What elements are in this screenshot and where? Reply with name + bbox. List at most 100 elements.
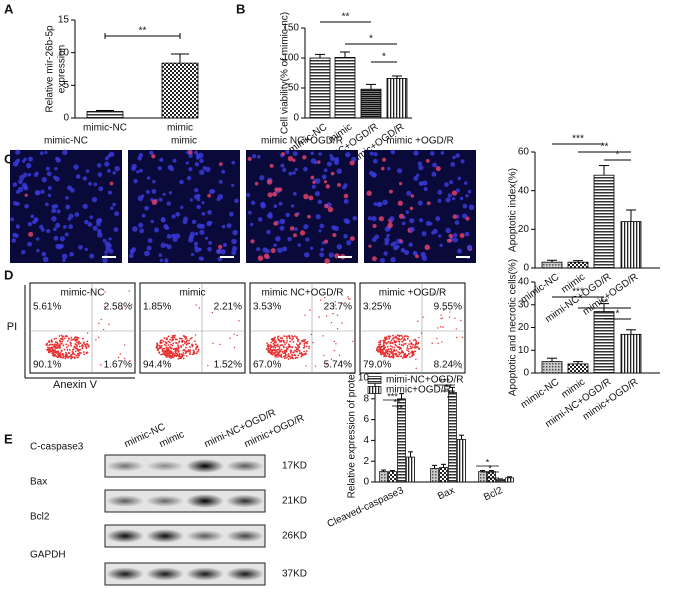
cell-nucleus: [47, 193, 52, 198]
event-dot: [402, 351, 404, 354]
event-dot: [395, 336, 398, 339]
event-dot: [406, 349, 408, 352]
cell-nucleus: [171, 214, 176, 219]
event-dot: [68, 355, 71, 358]
event-dot: [384, 355, 387, 358]
bar: [620, 333, 642, 374]
cell-nucleus: [27, 241, 32, 247]
event-dot: [400, 334, 403, 337]
event-dot: [330, 358, 333, 360]
significance-label: *: [616, 150, 620, 161]
cell-nucleus: [194, 150, 199, 155]
cell-nucleus: [287, 155, 294, 162]
bar: [478, 471, 487, 483]
event-dot: [176, 347, 179, 350]
quadrant-value: 23.7%: [324, 302, 352, 313]
event-dot: [161, 339, 163, 342]
cell-nucleus: [366, 190, 372, 196]
cell-nucleus: [305, 237, 310, 242]
event-dot: [432, 292, 434, 294]
event-dot: [392, 355, 395, 358]
event-dot: [192, 349, 195, 352]
event-dot: [285, 335, 288, 338]
cell-nucleus: [92, 225, 98, 231]
x-tick-label: Bcl2: [482, 485, 505, 503]
cell-nucleus: [199, 158, 204, 164]
event-dot: [184, 352, 187, 355]
event-dot: [173, 336, 176, 339]
bar: [86, 111, 124, 119]
micrograph-label: mimic-NC: [44, 136, 88, 147]
event-dot: [164, 350, 166, 353]
event-dot: [73, 338, 75, 340]
event-dot: [75, 344, 78, 347]
blot-band: [106, 529, 144, 543]
event-dot: [183, 340, 186, 343]
event-dot: [194, 334, 197, 336]
cell-nucleus: [27, 173, 32, 177]
event-dot: [318, 316, 320, 318]
cell-nucleus: [28, 156, 33, 162]
bar: [620, 221, 642, 269]
event-dot: [77, 349, 80, 352]
cell-nucleus: [317, 199, 322, 204]
event-dot: [439, 326, 442, 328]
y-tick-label: 30: [518, 299, 530, 310]
event-dot: [60, 350, 63, 352]
event-dot: [395, 349, 398, 352]
blot-band: [226, 460, 264, 472]
cell-nucleus: [319, 223, 325, 229]
cell-nucleus: [409, 218, 415, 224]
event-dot: [278, 354, 281, 357]
cell-nucleus: [188, 150, 193, 155]
y-tick-label: 20: [518, 224, 530, 235]
cell-nucleus: [179, 179, 184, 185]
event-dot: [163, 337, 166, 339]
cell-nucleus: [159, 157, 164, 163]
event-dot: [277, 348, 279, 351]
event-dot: [79, 348, 82, 351]
event-dot: [341, 322, 343, 324]
cell-nucleus: [468, 204, 475, 211]
cell-nucleus: [152, 179, 156, 184]
event-dot: [305, 345, 308, 348]
cell-nucleus: [247, 156, 252, 161]
event-dot: [170, 350, 173, 353]
event-dot: [56, 342, 59, 345]
cell-nucleus: [274, 187, 279, 192]
event-dot: [78, 351, 81, 354]
error-bar: [392, 75, 402, 79]
event-dot: [415, 346, 418, 348]
event-dot: [74, 343, 77, 345]
event-dot: [82, 337, 84, 340]
significance-label: ***: [572, 287, 584, 298]
event-dot: [177, 344, 179, 347]
bar: [379, 471, 388, 483]
cell-nucleus: [318, 229, 322, 233]
blot-band: [226, 529, 264, 543]
event-dot: [289, 357, 292, 360]
event-dot: [379, 343, 382, 346]
event-dot: [124, 357, 126, 360]
event-dot: [280, 339, 282, 342]
cell-nucleus: [387, 166, 391, 171]
event-dot: [68, 337, 71, 340]
bar: [593, 174, 615, 269]
event-dot: [268, 350, 271, 352]
event-dot: [272, 337, 275, 340]
cell-nucleus: [367, 216, 373, 221]
cell-nucleus: [185, 161, 189, 165]
cell-nucleus: [328, 252, 334, 258]
event-dot: [379, 349, 382, 352]
cell-nucleus: [188, 167, 193, 172]
cell-nucleus: [435, 166, 441, 172]
cell-nucleus: [398, 213, 405, 219]
event-dot: [295, 348, 298, 351]
cell-nucleus: [93, 182, 98, 187]
cell-nucleus: [404, 249, 410, 256]
event-dot: [73, 353, 76, 356]
event-dot: [100, 318, 102, 321]
event-dot: [340, 302, 342, 304]
event-dot: [406, 337, 409, 340]
event-dot: [158, 344, 161, 347]
